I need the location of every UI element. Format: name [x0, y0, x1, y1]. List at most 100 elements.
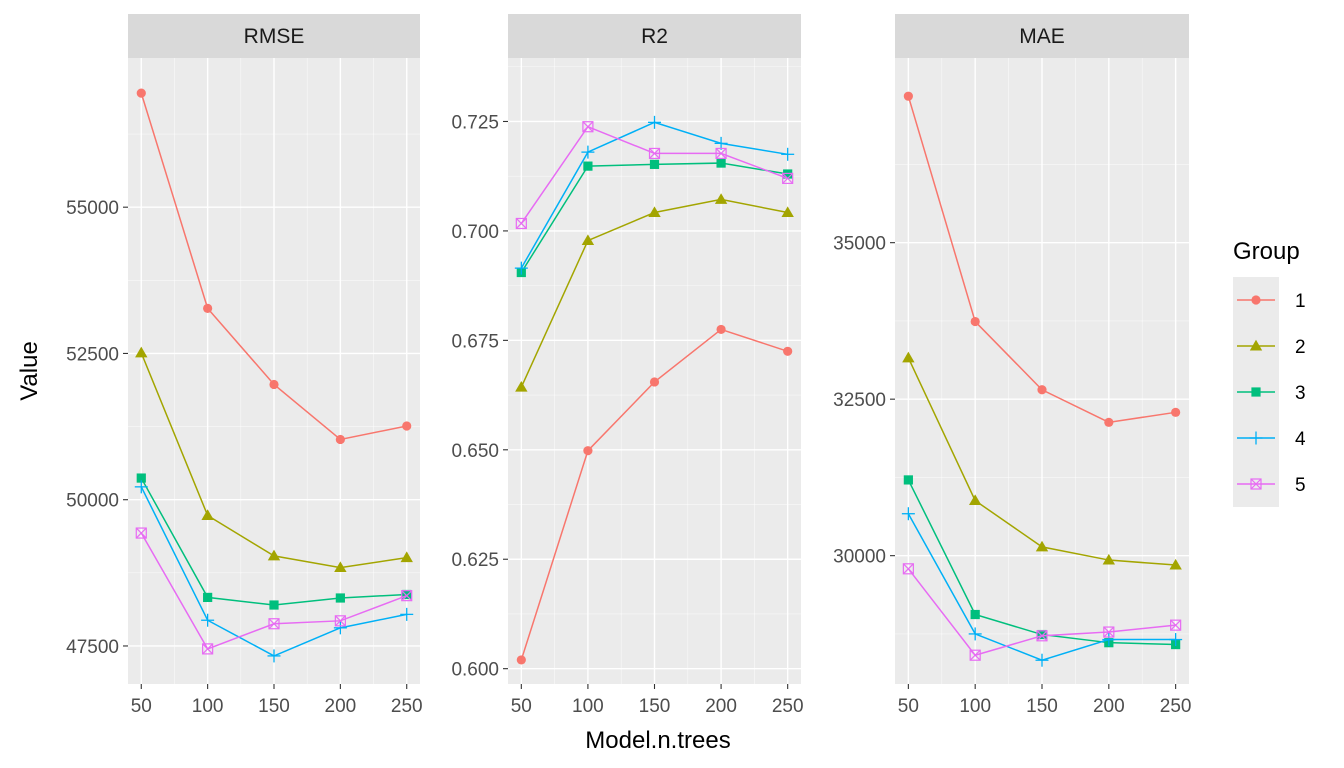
data-point [136, 88, 146, 98]
data-point [333, 621, 347, 635]
series-5 [515, 121, 794, 230]
legend-label: 2 [1295, 337, 1306, 358]
data-point [649, 377, 660, 387]
series-5 [902, 563, 1182, 661]
data-point [203, 303, 213, 313]
facet-strip [895, 14, 1189, 58]
data-point [716, 158, 726, 168]
data-point [335, 434, 345, 445]
data-point [968, 494, 982, 506]
x-tick-label: 50 [511, 696, 532, 717]
legend-item-2: 2 [1233, 323, 1306, 369]
data-point [581, 145, 595, 159]
legend-item-4: 4 [1233, 415, 1306, 461]
x-tick-label: 50 [131, 696, 152, 717]
series-4 [134, 480, 414, 663]
data-point [582, 121, 594, 133]
data-point [902, 563, 914, 575]
series-1 [516, 324, 793, 665]
data-point [714, 136, 728, 150]
legend-title: Group [1233, 238, 1300, 265]
data-point [267, 649, 281, 663]
data-point [1169, 558, 1182, 570]
data-point [134, 480, 148, 494]
data-point [402, 589, 412, 600]
series-2 [902, 351, 1182, 570]
series-3 [136, 473, 412, 610]
legend-key-marker [1249, 431, 1263, 445]
data-point [901, 507, 915, 521]
data-point [334, 615, 346, 627]
facet-strip-label: R2 [641, 25, 668, 48]
data-point [1035, 653, 1049, 667]
y-tick-label: 0.650 [451, 441, 499, 462]
series-4 [514, 115, 795, 275]
data-point [269, 379, 279, 390]
data-point [202, 643, 214, 655]
data-point [514, 261, 528, 275]
data-point [335, 593, 345, 603]
data-point [402, 421, 412, 431]
legend-key-marker [1251, 295, 1261, 305]
data-point [781, 147, 795, 161]
data-point [648, 115, 661, 129]
data-point [969, 649, 981, 661]
data-point [515, 217, 527, 230]
y-axis-title: Value [16, 341, 43, 401]
x-tick-label: 200 [325, 696, 357, 717]
y-tick-label: 32500 [833, 390, 886, 411]
data-point [1102, 553, 1116, 565]
data-point [135, 346, 148, 358]
data-point [516, 655, 526, 665]
data-point [968, 627, 982, 641]
data-point [648, 147, 661, 160]
x-tick-label: 250 [772, 696, 804, 717]
legend-label: 3 [1295, 383, 1306, 404]
x-tick-label: 200 [1093, 696, 1125, 717]
x-tick-label: 100 [959, 696, 991, 717]
data-point [903, 475, 913, 485]
data-point [1102, 633, 1116, 647]
y-tick-label: 50000 [66, 491, 119, 512]
x-tick-label: 150 [1026, 696, 1058, 717]
panel-r2: R2 50 100 150 200 250 0.600 0.625 0.650 0.675 0.70… [451, 14, 804, 717]
panel-mae: MAE 50 100 150 200 250 30000 32500 35000 [833, 14, 1191, 717]
data-point [783, 169, 793, 179]
data-point [1037, 629, 1047, 640]
x-tick-label: 150 [258, 696, 290, 717]
panel-rmse: RMSE 50 100 150 200 250 47500 50000 52500 55000 [66, 14, 423, 717]
data-point [716, 324, 726, 335]
data-point [1169, 633, 1183, 647]
data-point [902, 351, 915, 363]
x-tick-label: 50 [898, 696, 919, 717]
data-point [1037, 385, 1047, 395]
data-point [201, 613, 215, 627]
legend-label: 1 [1295, 291, 1306, 312]
legend-key-marker [1250, 478, 1262, 490]
legend-item-5: 5 [1233, 461, 1306, 507]
data-point [1036, 630, 1048, 642]
data-point [400, 607, 414, 621]
data-point [1171, 407, 1181, 417]
data-point [583, 161, 593, 171]
y-tick-label: 52500 [66, 344, 119, 365]
legend-label: 4 [1295, 429, 1306, 450]
data-point [1035, 540, 1049, 552]
facet-strip-label: RMSE [244, 25, 305, 48]
data-point [715, 147, 727, 160]
data-point [135, 527, 147, 539]
data-point [903, 91, 913, 101]
legend-item-1: 1 [1233, 277, 1306, 323]
series-2 [515, 193, 794, 392]
data-point [782, 172, 794, 184]
x-tick-label: 150 [639, 696, 671, 717]
y-tick-label: 30000 [833, 547, 886, 568]
legend-label: 5 [1295, 475, 1306, 496]
x-tick-label: 100 [192, 696, 224, 717]
y-tick-label: 0.600 [451, 660, 499, 681]
y-tick-label: 0.675 [451, 331, 499, 352]
y-tick-label: 0.725 [451, 112, 499, 133]
data-point [1103, 626, 1115, 638]
data-point [201, 509, 214, 520]
